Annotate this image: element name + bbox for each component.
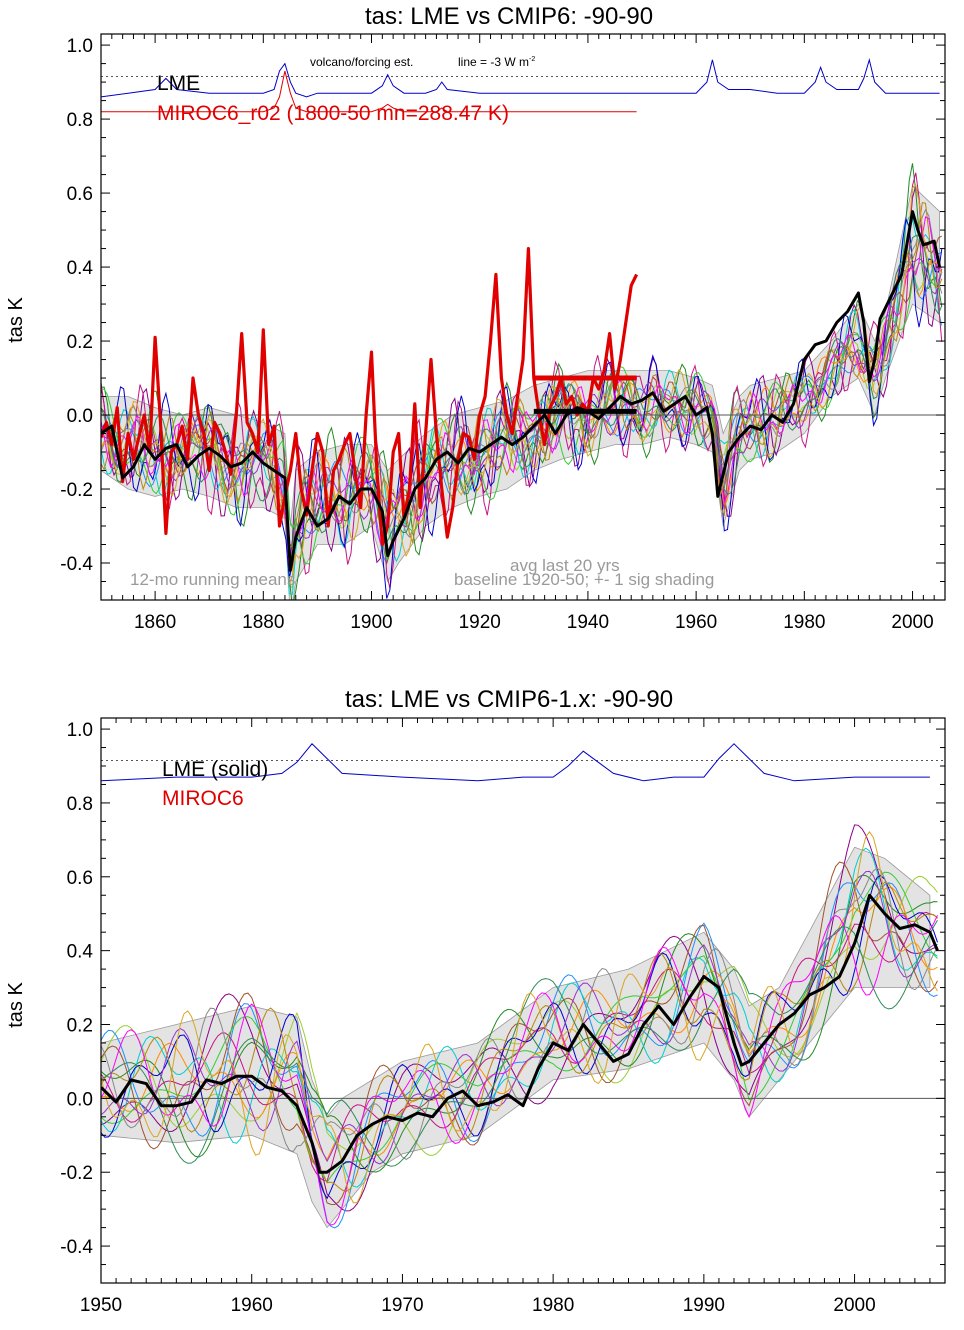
panel-top-legend-lme: LME xyxy=(157,72,200,95)
panel-bottom-legend-miroc: MIROC6 xyxy=(162,787,244,810)
spread-band xyxy=(101,184,940,600)
y-tick-label: 0.4 xyxy=(67,942,94,963)
series-line xyxy=(101,210,942,572)
volcano-forcing-line xyxy=(101,57,940,98)
y-tick-label: 1.0 xyxy=(67,36,93,57)
x-tick-label: 1960 xyxy=(231,1295,273,1316)
line-ref-text: line = -3 W m xyxy=(458,55,529,69)
ensemble-member-line xyxy=(101,870,938,1165)
panel-bottom-title: tas: LME vs CMIP6-1.x: -90-90 xyxy=(345,686,673,713)
series-line xyxy=(101,247,639,547)
x-tick-label: 1970 xyxy=(381,1295,423,1316)
ensemble-member-line xyxy=(101,914,938,1226)
panel-bottom: tas: LME vs CMIP6-1.x: -90-90 1950 1960 19… xyxy=(5,686,946,1316)
y-tick-label: 0.2 xyxy=(67,332,93,353)
y-tick-label: 0.0 xyxy=(67,406,93,427)
x-tick-label: 1980 xyxy=(783,612,825,633)
panel-bottom-series xyxy=(101,893,939,1174)
baseline-annotation: baseline 1920-50; +- 1 sig shading xyxy=(454,570,714,589)
y-tick-label: -0.4 xyxy=(60,554,93,575)
x-tick-label: 1880 xyxy=(242,612,284,633)
panel-top: tas: LME vs CMIP6: -90-90 1860 1880 1900 19… xyxy=(5,3,946,633)
line-ref-superscript: -2 xyxy=(529,56,535,63)
y-tick-label: 0.2 xyxy=(67,1016,93,1037)
x-tick-label: 1900 xyxy=(350,612,392,633)
panel-top-axes: 1860 1880 1900 1920 1940 1960 1980 2000 -0.4 -0.2… xyxy=(60,34,946,633)
panel-top-series xyxy=(101,210,942,572)
volcano-forcing-line xyxy=(101,743,930,782)
running-mean-annotation: 12-mo running means xyxy=(130,570,295,589)
x-tick-label: 1950 xyxy=(80,1295,122,1316)
volcano-annotation: volcano/forcing est. xyxy=(310,55,413,69)
line-ref-annotation: line = -3 W m-2 xyxy=(458,55,535,69)
y-tick-label: -0.2 xyxy=(60,1163,93,1184)
ensemble-member-line xyxy=(101,216,943,595)
x-tick-label: 1980 xyxy=(532,1295,574,1316)
x-tick-label: 2000 xyxy=(891,612,933,633)
x-tick-label: 1860 xyxy=(134,612,176,633)
x-tick-label: 1960 xyxy=(675,612,717,633)
x-tick-label: 2000 xyxy=(833,1295,875,1316)
ensemble-member-line xyxy=(101,847,938,1188)
panel-top-y-axis-label: tas K xyxy=(5,297,27,343)
ensemble-member-line xyxy=(101,874,938,1173)
panel-bottom-y-axis-label: tas K xyxy=(5,982,27,1028)
volcano-forcing-line xyxy=(101,70,637,113)
ensemble-member-line xyxy=(101,216,943,570)
y-tick-label: 0.6 xyxy=(67,184,93,205)
panel-bottom-axes: 1950 1960 1970 1980 1990 2000 -0.4 -0.2 0.0 0.2 0.… xyxy=(60,718,946,1316)
series-line xyxy=(101,893,939,1174)
ensemble-member-line xyxy=(101,831,938,1204)
panel-bottom-ensemble-lines xyxy=(101,824,938,1229)
y-tick-label: 0.4 xyxy=(67,258,94,279)
panel-top-title: tas: LME vs CMIP6: -90-90 xyxy=(365,3,653,30)
y-tick-label: -0.4 xyxy=(60,1237,93,1258)
ensemble-member-line xyxy=(101,234,943,547)
panel-bottom-volcano-forcing xyxy=(101,743,930,782)
ensemble-member-line xyxy=(101,217,943,599)
y-tick-label: 0.0 xyxy=(67,1089,93,1110)
panel-bottom-legend-lme: LME (solid) xyxy=(162,758,268,781)
panel-top-legend-miroc: MIROC6_r02 (1800-50 mn=288.47 K) xyxy=(157,102,509,125)
x-tick-label: 1920 xyxy=(459,612,501,633)
ensemble-member-line xyxy=(101,251,943,585)
panel-top-ensemble-lines xyxy=(101,163,943,600)
ensemble-member-line xyxy=(101,875,938,1156)
panel-top-spread-band xyxy=(101,184,940,600)
ensemble-member-line xyxy=(101,208,943,563)
ensemble-member-line xyxy=(101,257,943,567)
y-tick-label: 1.0 xyxy=(67,720,93,741)
x-tick-label: 1940 xyxy=(567,612,609,633)
x-tick-label: 1990 xyxy=(683,1295,725,1316)
y-tick-label: 0.6 xyxy=(67,868,93,889)
ensemble-member-line xyxy=(101,882,938,1229)
y-tick-label: 0.8 xyxy=(67,110,93,131)
panel-top-volcano-forcing xyxy=(101,57,940,113)
y-tick-label: -0.2 xyxy=(60,480,93,501)
ensemble-member-line xyxy=(101,867,938,1160)
y-tick-label: 0.8 xyxy=(67,794,93,815)
avg-annotation: avg last 20 yrs xyxy=(510,556,620,575)
panel-top-avg-bars xyxy=(533,375,637,414)
